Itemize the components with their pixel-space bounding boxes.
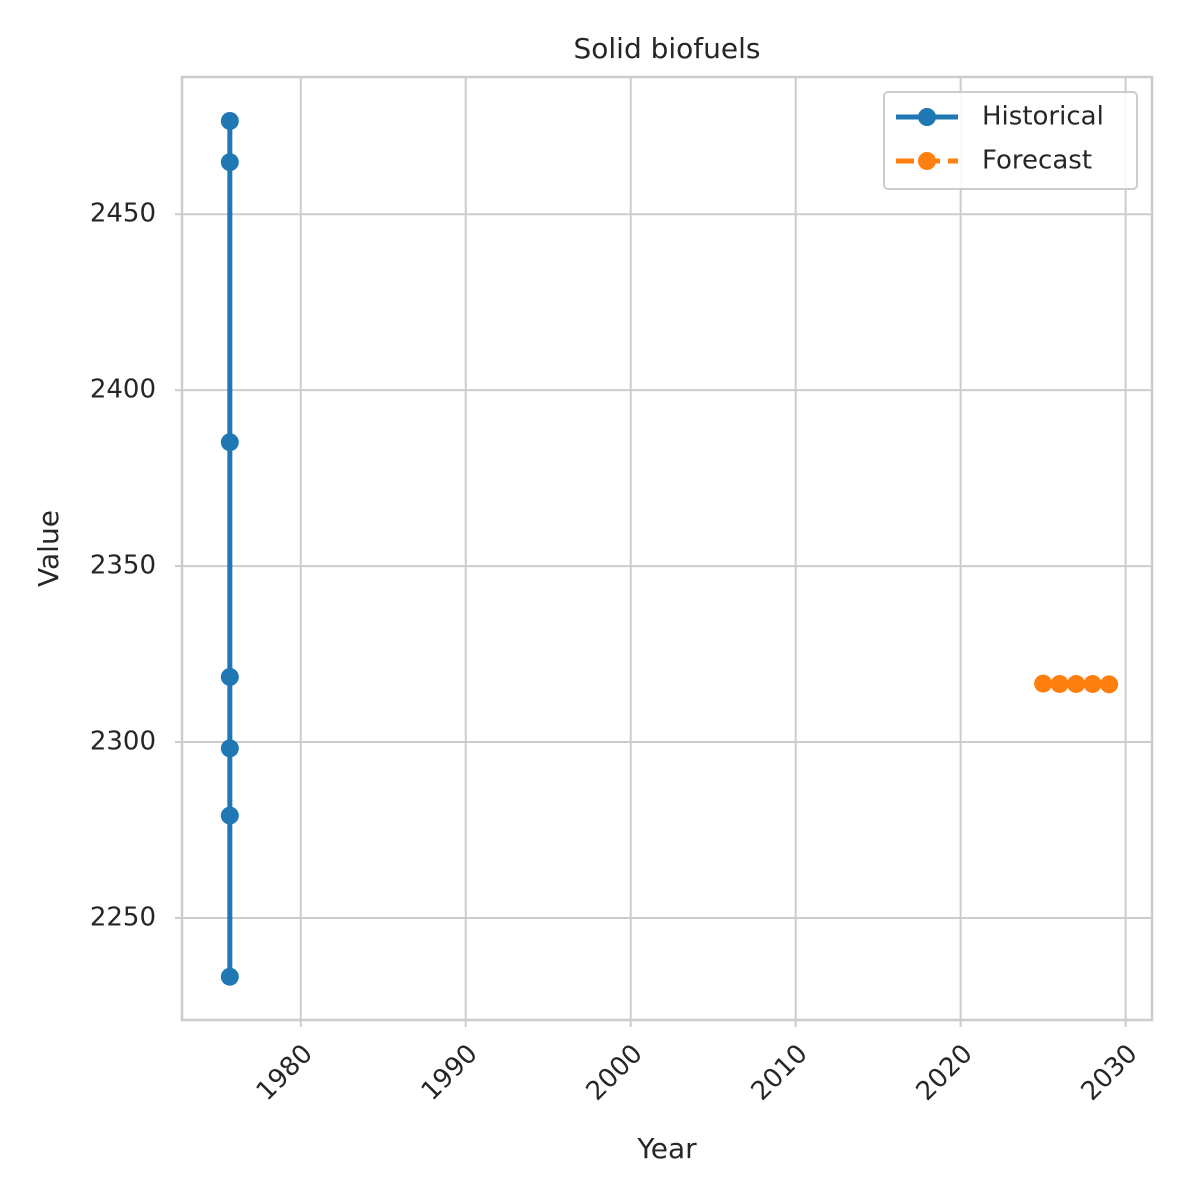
data-point-forecast [1067, 674, 1086, 693]
data-point-historical [220, 153, 239, 172]
data-point-forecast [1050, 674, 1069, 693]
series-historical [220, 111, 239, 986]
legend-label-forecast: Forecast [982, 146, 1092, 176]
chart-title: Solid biofuels [573, 32, 760, 65]
plot-frame [180, 75, 1154, 1022]
grid [182, 77, 1152, 1020]
legend-marker-historical [918, 108, 936, 126]
y-tick-label: 2400 [90, 375, 156, 405]
data-point-forecast [1034, 674, 1053, 693]
y-tick-label: 2250 [90, 902, 156, 932]
y-tick-label: 2450 [90, 199, 156, 229]
series [220, 111, 1119, 986]
data-point-forecast [1100, 675, 1119, 694]
y-axis-title: Value [32, 510, 65, 587]
legend-marker-forecast [918, 152, 936, 170]
data-point-historical [220, 433, 239, 452]
data-point-forecast [1083, 674, 1102, 693]
y-tick-label: 2350 [90, 551, 156, 581]
legend: Historical Forecast [883, 91, 1138, 190]
data-point-historical [220, 806, 239, 825]
y-tick-label: 2300 [90, 727, 156, 757]
data-point-historical [220, 739, 239, 758]
y-axis: 2250 2300 2350 2400 2450 [90, 199, 182, 932]
series-forecast [1034, 674, 1119, 694]
data-point-historical [220, 967, 239, 986]
data-point-historical [220, 667, 239, 686]
x-axis-title: Year [636, 1132, 697, 1165]
legend-label-historical: Historical [982, 102, 1104, 132]
data-point-historical [220, 111, 239, 130]
